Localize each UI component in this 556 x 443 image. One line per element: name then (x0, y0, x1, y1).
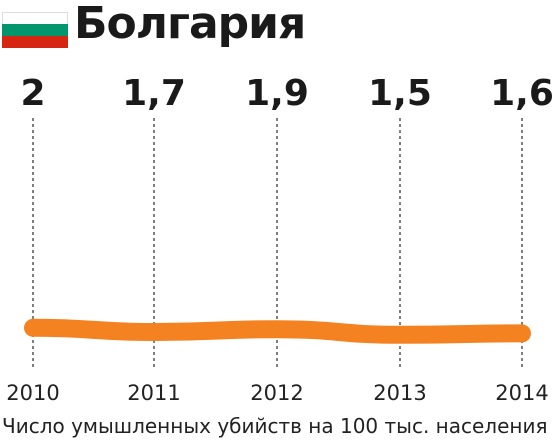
series-line (24, 318, 531, 344)
x-tick-label: 2010 (6, 381, 59, 405)
x-tick-label: 2011 (127, 381, 180, 405)
data-label: 1,9 (245, 73, 309, 114)
flag-stripe-green (2, 24, 68, 36)
bulgaria-flag-icon (2, 12, 68, 48)
chart-title: Болгария (74, 0, 306, 49)
data-label: 1,7 (122, 73, 186, 114)
x-axis-caption: Число умышленных убийств на 100 тыс. нас… (2, 414, 548, 438)
data-label: 1,5 (368, 73, 432, 114)
data-label: 1,6 (490, 73, 554, 114)
x-tick-label: 2012 (250, 381, 303, 405)
flag-stripe-white (2, 12, 68, 24)
data-label: 2 (20, 73, 45, 114)
x-tick-label: 2013 (373, 381, 426, 405)
x-tick-label: 2014 (495, 381, 548, 405)
flag-stripe-red (2, 36, 68, 48)
